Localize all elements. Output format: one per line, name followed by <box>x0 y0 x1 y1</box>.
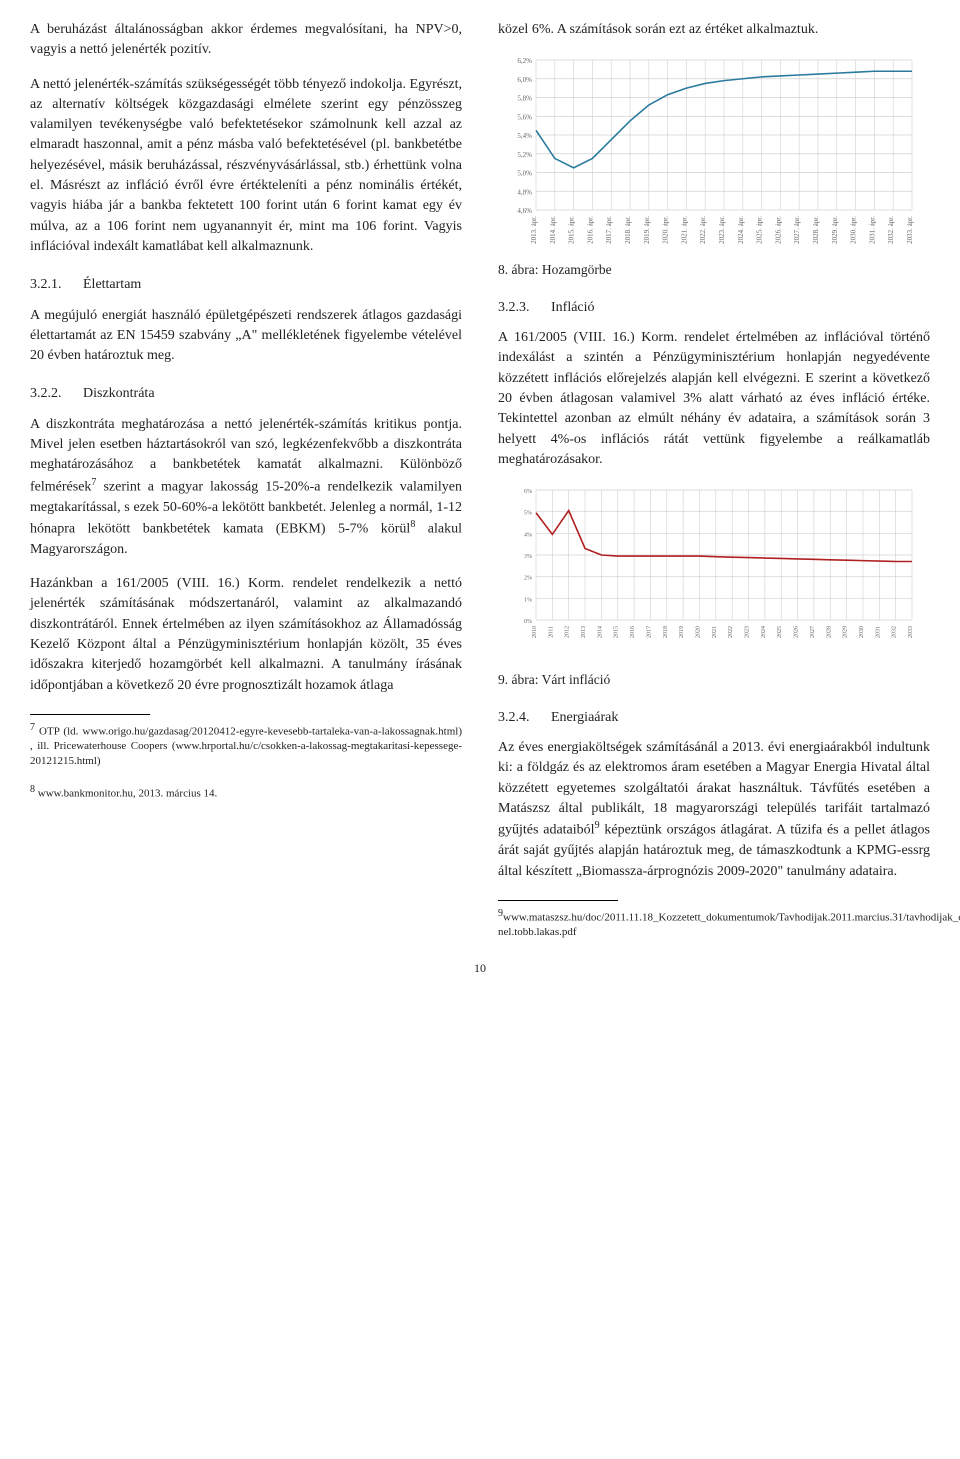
svg-text:2016: 2016 <box>630 626 636 638</box>
para-324: Az éves energiaköltségek számításánál a … <box>498 738 930 882</box>
para-322a: A diszkontráta meghatározása a nettó jel… <box>30 415 462 560</box>
svg-text:2031. ápr.: 2031. ápr. <box>868 216 876 244</box>
section-number: 3.2.2. <box>30 384 62 404</box>
svg-text:2025. ápr.: 2025. ápr. <box>756 216 764 244</box>
svg-text:5%: 5% <box>524 511 532 517</box>
svg-text:5,2%: 5,2% <box>517 151 532 159</box>
svg-text:3%: 3% <box>524 554 532 560</box>
svg-text:2028: 2028 <box>826 626 832 638</box>
chart-inflacio: 0% 1% 2% 3% 4% 5% 6% 2010 2011 2012 2013 2014 2015 20… <box>498 484 930 664</box>
chart-hozamgorbe: 4,6% 4,8% 5,0% 5,2% 5,4% 5,6% 5,8% 6,0% 6,2% 2013… <box>498 54 930 254</box>
svg-text:0%: 0% <box>524 619 532 625</box>
right-column: közel 6%. A számítások során ezt az érté… <box>498 20 930 954</box>
page-number: 10 <box>30 960 930 977</box>
svg-text:2021: 2021 <box>712 626 718 638</box>
svg-text:2030. ápr.: 2030. ápr. <box>850 216 858 244</box>
para-322b: Hazánkban a 161/2005 (VIII. 16.) Korm. r… <box>30 574 462 696</box>
svg-text:4,6%: 4,6% <box>517 207 532 215</box>
svg-text:2033. ápr.: 2033. ápr. <box>906 216 914 244</box>
svg-text:2017. ápr.: 2017. ápr. <box>605 216 613 244</box>
para-top-right: közel 6%. A számítások során ezt az érté… <box>498 20 930 40</box>
svg-text:2019. ápr.: 2019. ápr. <box>643 216 651 244</box>
svg-text:2027: 2027 <box>810 626 816 638</box>
section-title: Infláció <box>551 300 595 315</box>
heading-322: 3.2.2. Diszkontráta <box>30 384 462 404</box>
section-title: Diszkontráta <box>83 386 155 401</box>
svg-text:2029: 2029 <box>843 626 849 638</box>
svg-text:5,4%: 5,4% <box>517 132 532 140</box>
heading-323: 3.2.3. Infláció <box>498 298 930 318</box>
svg-text:5,6%: 5,6% <box>517 114 532 122</box>
svg-text:2032. ápr.: 2032. ápr. <box>887 216 895 244</box>
para-npv-rationale: A nettó jelenérték-számítás szükségesség… <box>30 75 462 258</box>
footnotes-right: 9www.mataszsz.hu/doc/2011.11.18_Kozzetet… <box>498 900 930 940</box>
para-323: A 161/2005 (VIII. 16.) Korm. rendelet ér… <box>498 328 930 470</box>
svg-text:2027. ápr.: 2027. ápr. <box>793 216 801 244</box>
section-number: 3.2.4. <box>498 708 530 728</box>
svg-text:6,0%: 6,0% <box>517 76 532 84</box>
svg-text:1%: 1% <box>524 598 532 604</box>
svg-text:2014. ápr.: 2014. ápr. <box>549 216 557 244</box>
svg-text:2022. ápr.: 2022. ápr. <box>699 216 707 244</box>
inflation-chart: 0% 1% 2% 3% 4% 5% 6% 2010 2011 2012 2013 2014 2015 20… <box>498 484 918 664</box>
svg-text:5,8%: 5,8% <box>517 95 532 103</box>
svg-text:6%: 6% <box>524 489 532 495</box>
para-npv: A beruházást általánosságban akkor érdem… <box>30 20 462 61</box>
para-321: A megújuló energiát használó épületgépés… <box>30 306 462 367</box>
svg-text:4,8%: 4,8% <box>517 189 532 197</box>
svg-text:2024. ápr.: 2024. ápr. <box>737 216 745 244</box>
svg-text:2015: 2015 <box>614 626 620 638</box>
svg-text:2017: 2017 <box>646 626 652 638</box>
left-column: A beruházást általánosságban akkor érdem… <box>30 20 462 954</box>
svg-text:2033: 2033 <box>908 626 914 638</box>
footnote-rule <box>30 714 150 715</box>
section-title: Élettartam <box>83 277 141 292</box>
section-number: 3.2.3. <box>498 298 530 318</box>
svg-text:2015. ápr.: 2015. ápr. <box>568 216 576 244</box>
svg-text:2018: 2018 <box>663 626 669 638</box>
svg-text:2011: 2011 <box>548 626 554 638</box>
svg-text:2020. ápr.: 2020. ápr. <box>662 216 670 244</box>
svg-text:2021. ápr.: 2021. ápr. <box>680 216 688 244</box>
footnote-8: 8 www.bankmonitor.hu, 2013. március 14. <box>30 783 462 802</box>
svg-text:2020: 2020 <box>695 626 701 638</box>
svg-text:2019: 2019 <box>679 626 685 638</box>
section-title: Energiaárak <box>551 710 618 725</box>
svg-text:2026. ápr.: 2026. ápr. <box>774 216 782 244</box>
svg-text:2014: 2014 <box>597 626 603 638</box>
svg-text:2025: 2025 <box>777 626 783 638</box>
svg-text:2012: 2012 <box>565 626 571 638</box>
svg-text:2010: 2010 <box>532 626 538 638</box>
caption-8: 8. ábra: Hozamgörbe <box>498 260 930 280</box>
yield-curve-chart: 4,6% 4,8% 5,0% 5,2% 5,4% 5,6% 5,8% 6,0% 6,2% 2013… <box>498 54 918 254</box>
svg-text:2029. ápr.: 2029. ápr. <box>831 216 839 244</box>
svg-text:6,2%: 6,2% <box>517 57 532 65</box>
svg-text:2028. ápr.: 2028. ápr. <box>812 216 820 244</box>
svg-text:2024: 2024 <box>761 626 767 638</box>
svg-text:2026: 2026 <box>794 626 800 638</box>
svg-text:2032: 2032 <box>892 626 898 638</box>
svg-text:2013: 2013 <box>581 626 587 638</box>
svg-text:2022: 2022 <box>728 626 734 638</box>
section-number: 3.2.1. <box>30 275 62 295</box>
footnote-7: 7 OTP (ld. www.origo.hu/gazdasag/2012041… <box>30 721 462 769</box>
svg-text:2016. ápr.: 2016. ápr. <box>586 216 594 244</box>
svg-text:5,0%: 5,0% <box>517 170 532 178</box>
footnote-rule <box>498 900 618 901</box>
svg-text:2023: 2023 <box>745 626 751 638</box>
svg-text:2031: 2031 <box>875 626 881 638</box>
caption-9: 9. ábra: Várt infláció <box>498 670 930 690</box>
svg-text:2018. ápr.: 2018. ápr. <box>624 216 632 244</box>
svg-text:2023. ápr.: 2023. ápr. <box>718 216 726 244</box>
svg-text:2%: 2% <box>524 576 532 582</box>
svg-text:2030: 2030 <box>859 626 865 638</box>
heading-321: 3.2.1. Élettartam <box>30 275 462 295</box>
svg-text:2013. ápr.: 2013. ápr. <box>530 216 538 244</box>
footnotes-left: 7 OTP (ld. www.origo.hu/gazdasag/2012041… <box>30 714 462 802</box>
heading-324: 3.2.4. Energiaárak <box>498 708 930 728</box>
svg-text:4%: 4% <box>524 533 532 539</box>
footnote-9: 9www.mataszsz.hu/doc/2011.11.18_Kozzetet… <box>498 907 930 940</box>
